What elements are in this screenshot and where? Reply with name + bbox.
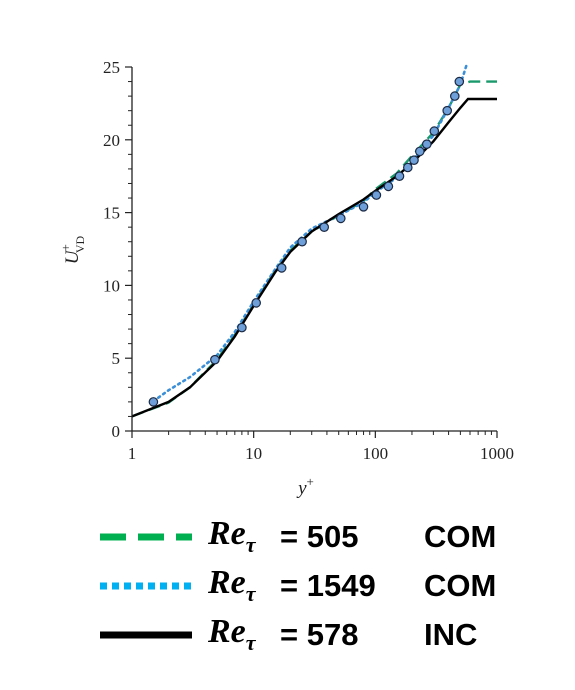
legend-tag: INC — [424, 616, 478, 652]
data-point — [371, 190, 382, 200]
legend-value: = 1549 — [280, 567, 376, 603]
x-tick-label: 10 — [245, 444, 262, 463]
legend-name: Reτ — [208, 564, 256, 606]
data-point — [454, 76, 465, 87]
data-point — [383, 181, 394, 192]
legend-swatch-solid — [100, 627, 192, 643]
y-tick-label: 20 — [103, 131, 120, 150]
axes-layer — [131, 67, 497, 432]
x-tick-label: 1 — [128, 444, 137, 463]
legend: Reτ = 505 COM Reτ = 1549 COM Reτ = 578 I… — [100, 512, 496, 659]
y-tick-label: 0 — [112, 422, 121, 441]
legend-item-578: Reτ = 578 INC — [100, 610, 496, 659]
legend-name: Reτ — [208, 613, 256, 655]
data-point — [409, 155, 419, 165]
y-tick-label: 25 — [103, 58, 120, 77]
data-point — [148, 397, 159, 407]
legend-tag: COM — [424, 518, 497, 554]
y-tick-label: 15 — [103, 204, 120, 223]
data-point — [402, 162, 413, 173]
y-axis-label-group: U+VD — [58, 235, 87, 264]
data-point — [335, 213, 346, 224]
x-axis-label-sup: + — [307, 474, 314, 489]
data-point — [251, 298, 262, 308]
y-axis-label: U+VD — [58, 235, 87, 264]
plot-series-layer — [132, 64, 497, 418]
data-point — [421, 139, 432, 149]
velocity-profile-chart: 1 10 100 1000 0 5 10 15 20 25 y+ U+VD — [58, 58, 514, 499]
data-point — [276, 263, 287, 273]
legend-item-505: Reτ = 505 COM — [100, 512, 496, 561]
data-point — [297, 236, 307, 247]
tick-layer: 1 10 100 1000 0 5 10 15 20 25 — [103, 58, 514, 463]
legend-name: Reτ — [208, 515, 256, 557]
legend-tag: COM — [424, 567, 497, 603]
legend-swatch-dashed — [100, 529, 192, 545]
x-tick-label: 1000 — [480, 444, 514, 463]
data-point — [449, 91, 460, 101]
legend-item-1549: Reτ = 1549 COM — [100, 561, 496, 610]
x-axis-label: y+ — [296, 474, 314, 499]
data-point — [358, 202, 369, 212]
data-point — [429, 126, 440, 136]
y-tick-label: 5 — [112, 349, 121, 368]
y-tick-label: 10 — [103, 276, 120, 295]
legend-value: = 505 — [280, 518, 359, 554]
data-point — [442, 105, 452, 116]
data-point — [210, 354, 220, 365]
data-point — [394, 171, 405, 181]
series-line-inc-2 — [132, 97, 497, 418]
x-tick-label: 100 — [363, 444, 389, 463]
legend-swatch-dotted — [100, 578, 192, 594]
axis-label-layer: y+ U+VD — [58, 235, 314, 499]
plot-marker-layer — [148, 76, 465, 407]
data-point — [237, 322, 247, 333]
y-axis-label-sup: + — [58, 244, 73, 251]
data-point — [319, 222, 329, 232]
y-axis-label-sub: VD — [73, 235, 87, 253]
legend-value: = 578 — [280, 616, 359, 652]
data-point — [414, 146, 425, 157]
